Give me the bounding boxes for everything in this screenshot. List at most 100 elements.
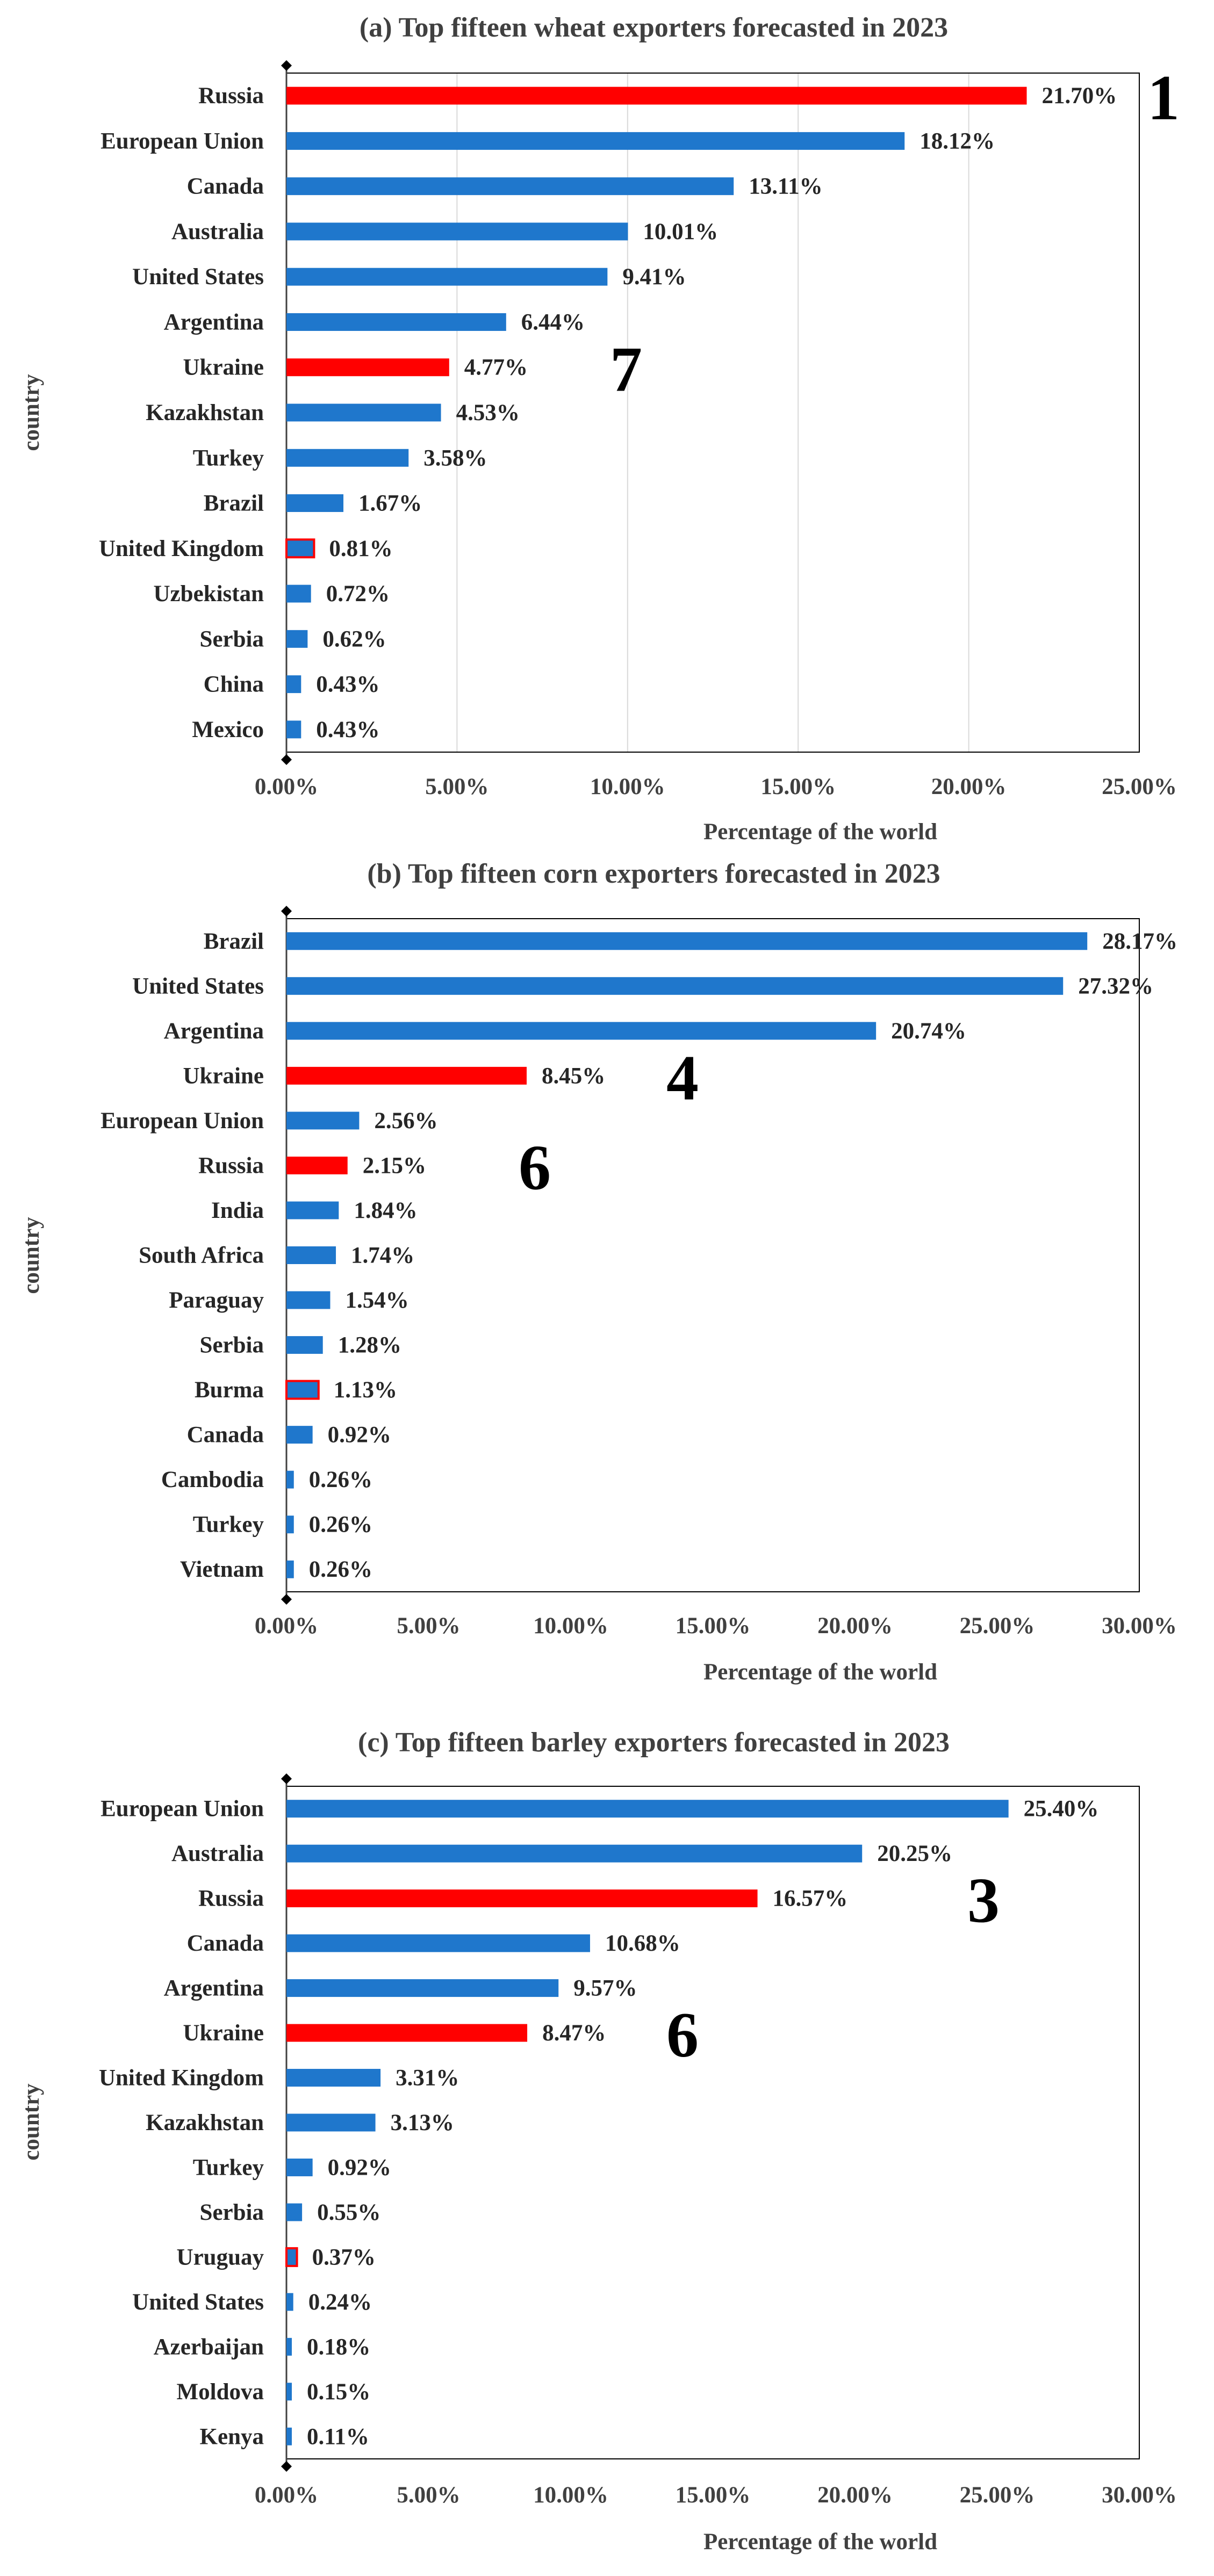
x-tick-label: 10.00% <box>590 774 665 799</box>
data-label: 16.57% <box>773 1886 848 1911</box>
axis-end-marker <box>281 754 292 765</box>
bar-united-states <box>286 977 1064 995</box>
category-label: United Kingdom <box>99 2066 264 2091</box>
chart-title: (c) Top fifteen barley exporters forecas… <box>358 1727 950 1758</box>
x-tick-label: 15.00% <box>676 1613 751 1639</box>
category-label: Serbia <box>200 2200 264 2225</box>
bar-canada <box>286 1426 313 1444</box>
category-label: South Africa <box>139 1243 264 1268</box>
y-axis-label: country <box>19 1217 44 1294</box>
x-tick-label: 20.00% <box>817 1613 893 1639</box>
x-tick-label: 25.00% <box>960 1613 1035 1639</box>
category-label: Australia <box>171 1841 264 1866</box>
y-axis-label: country <box>19 2083 44 2161</box>
x-tick-label: 30.00% <box>1102 1613 1177 1639</box>
axis-end-marker <box>281 2461 292 2472</box>
data-label: 0.55% <box>317 2200 380 2225</box>
x-axis-label: Percentage of the world <box>703 819 937 845</box>
x-tick-label: 20.00% <box>817 2483 893 2508</box>
category-label: Canada <box>187 1931 264 1956</box>
chart-wheat: (a) Top fifteen wheat exporters forecast… <box>19 12 1180 845</box>
bar-united-states <box>286 2293 293 2311</box>
category-label: United Kingdom <box>99 536 264 561</box>
data-label: 21.70% <box>1042 83 1117 109</box>
x-tick-label: 5.00% <box>397 1613 460 1639</box>
data-label: 10.01% <box>643 219 718 244</box>
category-label: Vietnam <box>180 1557 264 1582</box>
category-label: Uzbekistan <box>154 581 264 607</box>
rank-annotation: 7 <box>610 334 642 405</box>
category-label: Russia <box>198 1153 264 1178</box>
data-label: 25.40% <box>1024 1796 1099 1822</box>
rank-annotation: 1 <box>1147 62 1180 133</box>
category-label: United States <box>132 973 264 999</box>
bar-kazakhstan <box>286 403 441 422</box>
category-label: China <box>204 672 264 697</box>
bar-azerbaijan <box>286 2337 292 2356</box>
bar-european-union <box>286 132 905 150</box>
x-tick-label: 30.00% <box>1102 2483 1177 2508</box>
bar-kenya <box>286 2427 292 2445</box>
data-label: 3.58% <box>423 445 487 471</box>
category-label: European Union <box>100 1796 264 1822</box>
rank-annotation: 6 <box>519 1131 551 1203</box>
bar-uruguay <box>285 2247 298 2267</box>
category-label: European Union <box>100 128 264 154</box>
bar-australia <box>286 222 628 241</box>
data-label: 0.92% <box>328 2155 391 2180</box>
x-tick-label: 0.00% <box>255 774 318 799</box>
data-label: 0.37% <box>312 2245 376 2270</box>
data-label: 1.74% <box>351 1243 414 1268</box>
category-label: India <box>211 1198 264 1223</box>
bar-russia <box>286 86 1027 105</box>
x-tick-label: 0.00% <box>255 1613 318 1639</box>
bar-serbia <box>286 2203 303 2221</box>
data-label: 0.24% <box>308 2290 372 2315</box>
data-label: 0.26% <box>309 1467 372 1492</box>
bar-ukraine <box>286 358 449 377</box>
data-label: 8.47% <box>542 2021 606 2046</box>
data-label: 6.44% <box>521 309 585 335</box>
category-label: Turkey <box>193 445 264 471</box>
data-label: 3.31% <box>396 2066 459 2091</box>
bar-china <box>286 675 301 694</box>
category-label: Azerbaijan <box>154 2334 264 2359</box>
bar-uzbekistan <box>286 585 311 603</box>
data-label: 0.11% <box>307 2424 369 2449</box>
data-label: 8.45% <box>542 1063 605 1088</box>
x-tick-label: 15.00% <box>676 2483 751 2508</box>
axis-end-marker <box>281 906 292 917</box>
data-label: 20.25% <box>877 1841 952 1866</box>
bar-argentina <box>286 1022 877 1040</box>
axis-end-marker <box>281 1773 292 1784</box>
chart-corn: (b) Top fifteen corn exporters forecaste… <box>19 858 1177 1685</box>
category-label: Turkey <box>193 1512 264 1538</box>
x-tick-label: 20.00% <box>931 774 1007 799</box>
bar-brazil <box>286 494 344 513</box>
x-tick-label: 5.00% <box>425 774 489 799</box>
bar-ukraine <box>286 1066 527 1085</box>
data-label: 0.26% <box>309 1512 372 1538</box>
data-label: 1.54% <box>345 1288 408 1313</box>
data-label: 1.84% <box>354 1198 417 1223</box>
data-label: 0.92% <box>328 1423 391 1448</box>
category-label: Ukraine <box>183 2021 264 2046</box>
x-tick-label: 10.00% <box>533 2483 608 2508</box>
data-label: 3.13% <box>391 2110 454 2135</box>
bar-cambodia <box>286 1470 294 1489</box>
axis-end-marker <box>281 60 292 71</box>
data-label: 27.32% <box>1078 973 1153 999</box>
bar-canada <box>286 1934 590 1952</box>
rank-annotation: 3 <box>967 1865 1000 1936</box>
data-label: 2.56% <box>374 1108 437 1134</box>
bar-canada <box>286 177 734 196</box>
data-label: 0.43% <box>316 672 379 697</box>
category-label: United States <box>132 2290 264 2315</box>
category-label: Argentina <box>164 309 264 335</box>
category-label: Cambodia <box>161 1467 264 1492</box>
category-label: Canada <box>187 174 264 199</box>
bar-argentina <box>286 313 506 331</box>
bar-south-africa <box>286 1246 336 1264</box>
bar-united-kingdom <box>286 2069 381 2087</box>
bar-argentina <box>286 1979 559 1997</box>
